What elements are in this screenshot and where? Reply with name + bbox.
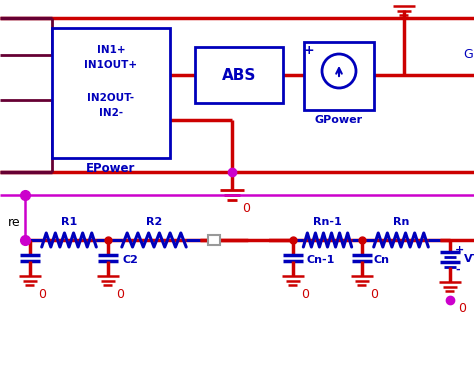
Bar: [208, 235, 220, 245]
Text: Cn: Cn: [374, 255, 390, 265]
Text: 0: 0: [116, 288, 124, 302]
Text: Rn: Rn: [393, 217, 409, 227]
Text: IN2OUT-: IN2OUT-: [87, 93, 135, 103]
Text: ABS: ABS: [222, 67, 256, 83]
Text: IN1+: IN1+: [97, 45, 125, 55]
Text: +: +: [304, 44, 314, 56]
Text: EPower: EPower: [86, 161, 136, 174]
Bar: [195, 47, 283, 103]
Text: Cn-1: Cn-1: [307, 255, 335, 265]
Text: 0: 0: [301, 288, 309, 302]
Text: Rn-1: Rn-1: [313, 217, 341, 227]
Text: 0: 0: [242, 202, 250, 215]
Text: G: G: [463, 49, 473, 61]
Text: GPower: GPower: [315, 115, 363, 125]
Text: 0: 0: [370, 288, 378, 302]
Text: re: re: [8, 216, 20, 229]
Circle shape: [322, 54, 356, 88]
Text: 0: 0: [38, 288, 46, 302]
Text: C2: C2: [122, 255, 138, 265]
Text: IN2-: IN2-: [99, 108, 123, 118]
Text: +: +: [455, 245, 464, 255]
Text: VT: VT: [464, 254, 474, 264]
Text: -: -: [455, 265, 460, 275]
Bar: [52, 28, 170, 158]
Text: 0: 0: [458, 302, 466, 315]
Bar: [304, 42, 374, 110]
Text: R2: R2: [146, 217, 162, 227]
Text: R1: R1: [61, 217, 77, 227]
Text: IN1OUT+: IN1OUT+: [84, 60, 137, 70]
